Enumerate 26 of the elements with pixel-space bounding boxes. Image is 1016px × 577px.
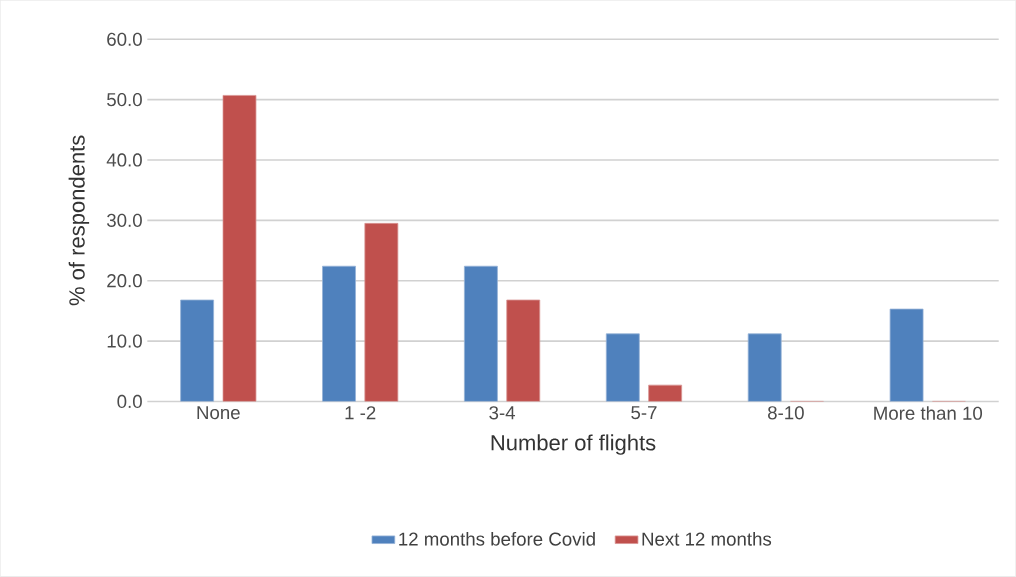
y-tick-label: 10.0	[107, 334, 142, 348]
bar	[747, 333, 782, 402]
x-tick-label: 1 -2	[345, 406, 376, 420]
bar	[322, 265, 356, 402]
y-tick-label: 50.0	[107, 93, 142, 107]
x-tick-label: None	[197, 406, 240, 420]
x-tick-label: 8-10	[768, 406, 804, 420]
x-tick-label: 5-7	[631, 406, 657, 420]
y-tick-label: 20.0	[107, 274, 142, 288]
y-tick-label: 60.0	[107, 32, 142, 46]
bar	[364, 223, 399, 402]
bar	[464, 265, 498, 402]
bar	[605, 333, 640, 402]
x-tick-label: 3-4	[489, 406, 516, 420]
bar	[180, 299, 215, 402]
y-tick-label: 40.0	[106, 153, 142, 167]
y-tick-label: 30.0	[107, 213, 142, 228]
legend-label: 12 months before Covid	[399, 532, 595, 546]
legend-label: Next 12 months	[642, 532, 772, 546]
y-axis-title: % of respondents	[68, 135, 90, 306]
bar	[889, 308, 924, 402]
bar	[222, 95, 257, 402]
x-axis-title: Number of flights	[491, 434, 656, 455]
bar	[506, 299, 541, 402]
x-tick-label: More than 10	[874, 406, 983, 420]
y-tick-label: 0.0	[117, 394, 142, 409]
